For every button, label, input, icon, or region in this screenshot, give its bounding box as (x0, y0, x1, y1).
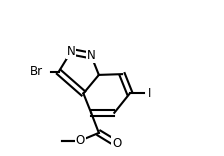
Text: N: N (67, 45, 75, 58)
Text: N: N (87, 49, 95, 62)
Text: O: O (112, 137, 121, 150)
Text: I: I (148, 87, 152, 100)
Text: Br: Br (30, 65, 43, 78)
Text: O: O (76, 134, 85, 147)
